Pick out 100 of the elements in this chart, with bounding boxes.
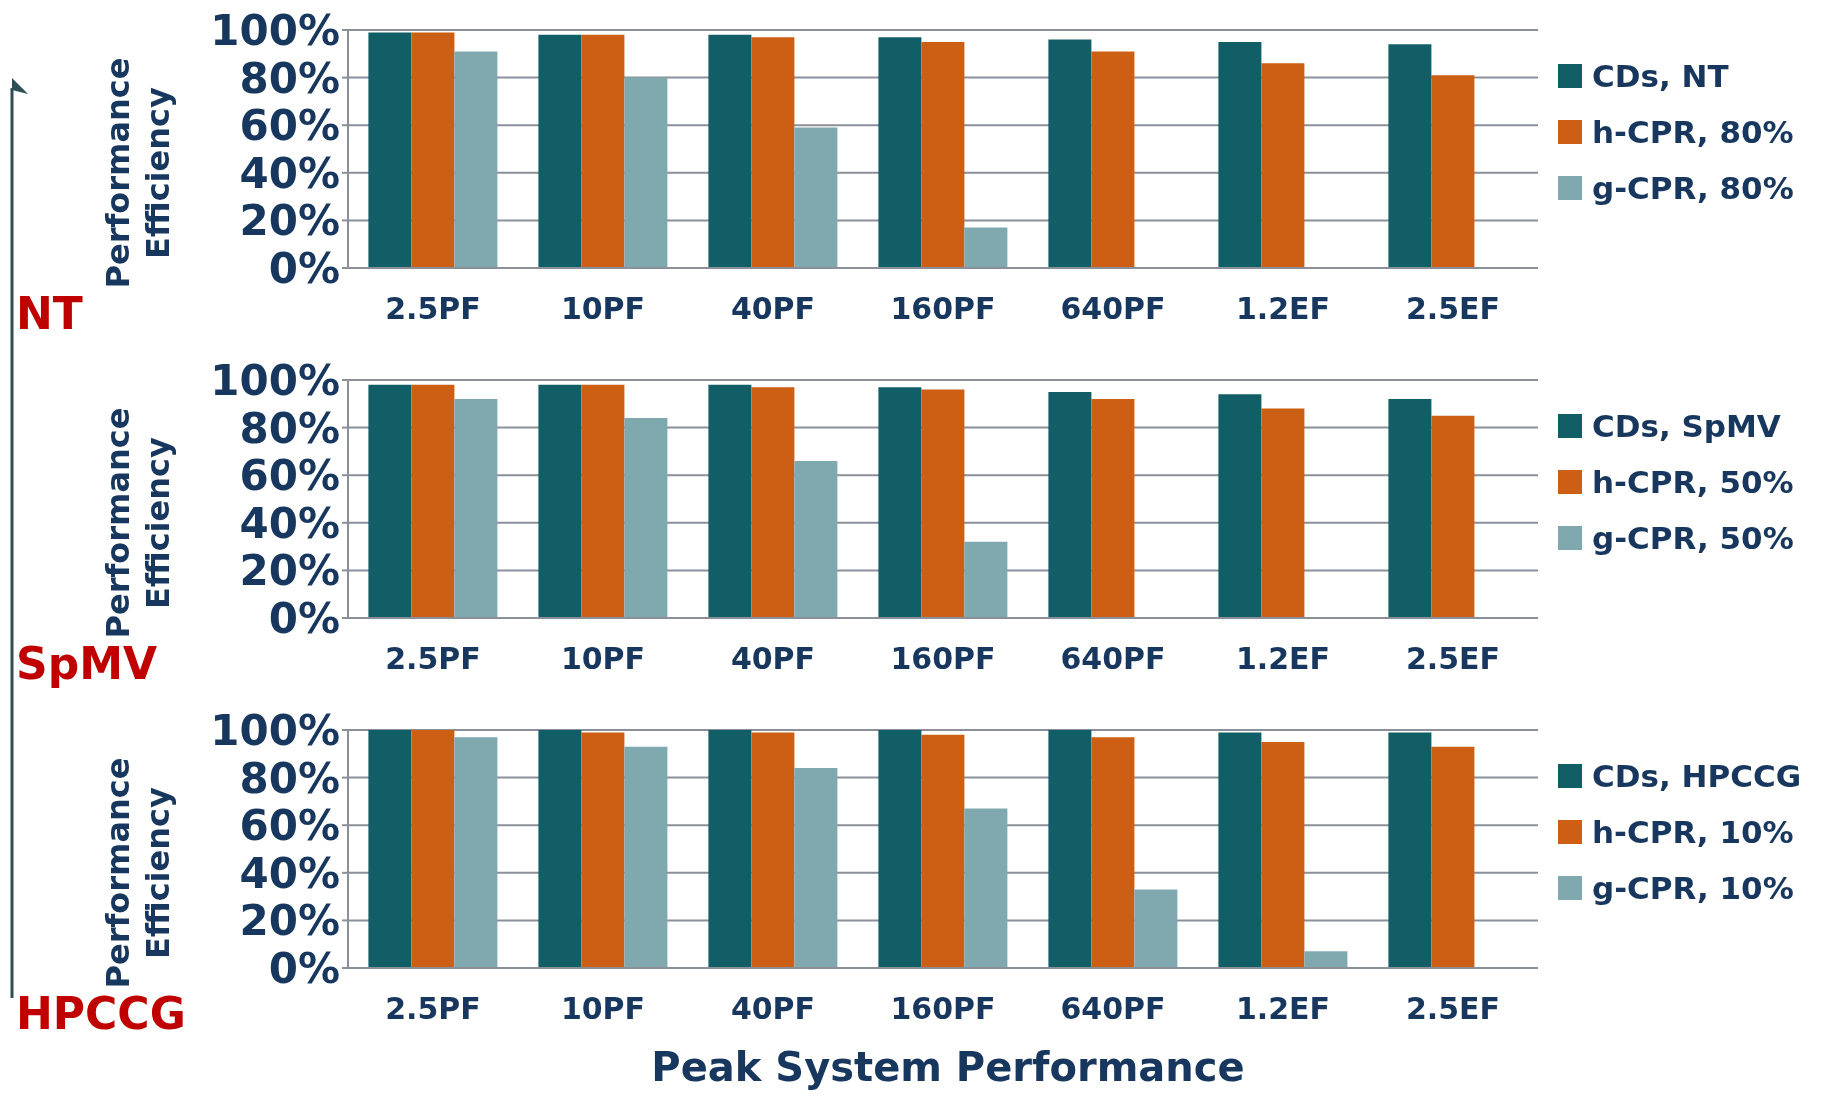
x-tick-label: 2.5PF [385, 641, 481, 677]
x-tick-label: 40PF [730, 991, 816, 1027]
bar [964, 808, 1008, 968]
legend-label: h-CPR, 50% [1591, 463, 1795, 502]
bar [1134, 889, 1178, 968]
y-axis-title: Performance Efficiency [98, 56, 178, 291]
bar [751, 37, 795, 268]
bar [1048, 39, 1092, 268]
x-tick-label: 1.2EF [1235, 291, 1331, 327]
bar [581, 34, 625, 268]
bar [538, 730, 582, 968]
x-tick-label: 10PF [560, 641, 646, 677]
y-tick-label: 0% [268, 943, 340, 993]
bar [878, 387, 922, 618]
bar [751, 732, 795, 968]
bar [1431, 746, 1475, 968]
bar [794, 768, 838, 968]
bar [1048, 391, 1092, 618]
bar [454, 399, 498, 618]
bar [708, 384, 752, 618]
text: SpMV [16, 638, 158, 689]
bar [454, 51, 498, 268]
y-tick-label: 80% [239, 753, 340, 803]
x-tick-label: 160PF [890, 991, 996, 1027]
x-tick-label: 2.5EF [1405, 291, 1501, 327]
bar [878, 37, 922, 268]
legend-label: g-CPR, 50% [1591, 519, 1795, 558]
x-tick-label: 2.5PF [385, 291, 481, 327]
bar [368, 730, 412, 968]
legend-label: CDs, SpMV [1591, 407, 1782, 446]
bar [1218, 732, 1262, 968]
bar [1091, 399, 1135, 618]
bar [921, 41, 965, 268]
bar [1261, 408, 1305, 618]
x-tick-label: 640PF [1060, 641, 1166, 677]
bar [708, 730, 752, 968]
y-tick-label: 60% [239, 101, 340, 151]
x-tick-label: 640PF [1060, 291, 1166, 327]
bar [1304, 951, 1348, 968]
x-tick-label: 40PF [730, 641, 816, 677]
y-tick-label: 0% [268, 593, 340, 643]
bar [964, 541, 1008, 618]
bar [624, 418, 668, 618]
x-tick-label: 160PF [890, 291, 996, 327]
x-tick-label: 10PF [560, 991, 646, 1027]
y-tick-label: 100% [210, 355, 340, 405]
legend-label: h-CPR, 10% [1591, 813, 1795, 852]
bar [878, 730, 922, 968]
legend-label: h-CPR, 80% [1591, 113, 1795, 152]
bar [1091, 51, 1135, 268]
y-tick-label: 20% [239, 546, 340, 596]
bar [921, 734, 965, 968]
x-tick-label: 2.5EF [1405, 991, 1501, 1027]
y-tick-label: 60% [239, 451, 340, 501]
y-axis-title: Performance Efficiency [98, 756, 178, 991]
bar [921, 389, 965, 618]
bar [411, 32, 455, 268]
bar [454, 737, 498, 968]
bar [368, 32, 412, 268]
y-tick-label: 100% [210, 5, 340, 55]
bar [581, 384, 625, 618]
y-axis-title: Performance Efficiency [98, 406, 178, 641]
y-tick-label: 100% [210, 705, 340, 755]
y-tick-label: 40% [239, 848, 340, 898]
legend-label: g-CPR, 10% [1591, 869, 1795, 908]
y-tick-label: 40% [239, 498, 340, 548]
y-tick-label: 20% [239, 196, 340, 246]
y-tick-label: 80% [239, 53, 340, 103]
y-tick-label: 40% [239, 148, 340, 198]
bar [624, 77, 668, 268]
x-tick-label: 10PF [560, 291, 646, 327]
x-tick-label: 160PF [890, 641, 996, 677]
bar [411, 730, 455, 968]
bar [1388, 732, 1432, 968]
bar [1388, 399, 1432, 618]
bar [1218, 394, 1262, 618]
bar [538, 384, 582, 618]
text: HPCCG [16, 988, 186, 1039]
y-tick-label: 0% [268, 243, 340, 293]
bar [708, 34, 752, 268]
x-axis-title: Peak System Performance [650, 1044, 1246, 1090]
text: NT [16, 288, 83, 339]
bar [1091, 737, 1135, 968]
bar [581, 732, 625, 968]
bar [964, 227, 1008, 268]
bar [751, 387, 795, 618]
legend-label: CDs, NT [1591, 57, 1730, 96]
x-tick-label: 2.5EF [1405, 641, 1501, 677]
bar [1431, 75, 1475, 268]
bar [1261, 63, 1305, 268]
bar [1431, 415, 1475, 618]
bar [794, 127, 838, 268]
bar [1388, 44, 1432, 268]
legend-label: CDs, HPCCG [1591, 757, 1803, 796]
bar [1261, 741, 1305, 968]
bar [411, 384, 455, 618]
x-tick-label: 40PF [730, 291, 816, 327]
x-tick-label: 2.5PF [385, 991, 481, 1027]
y-tick-label: 20% [239, 896, 340, 946]
bar [538, 34, 582, 268]
